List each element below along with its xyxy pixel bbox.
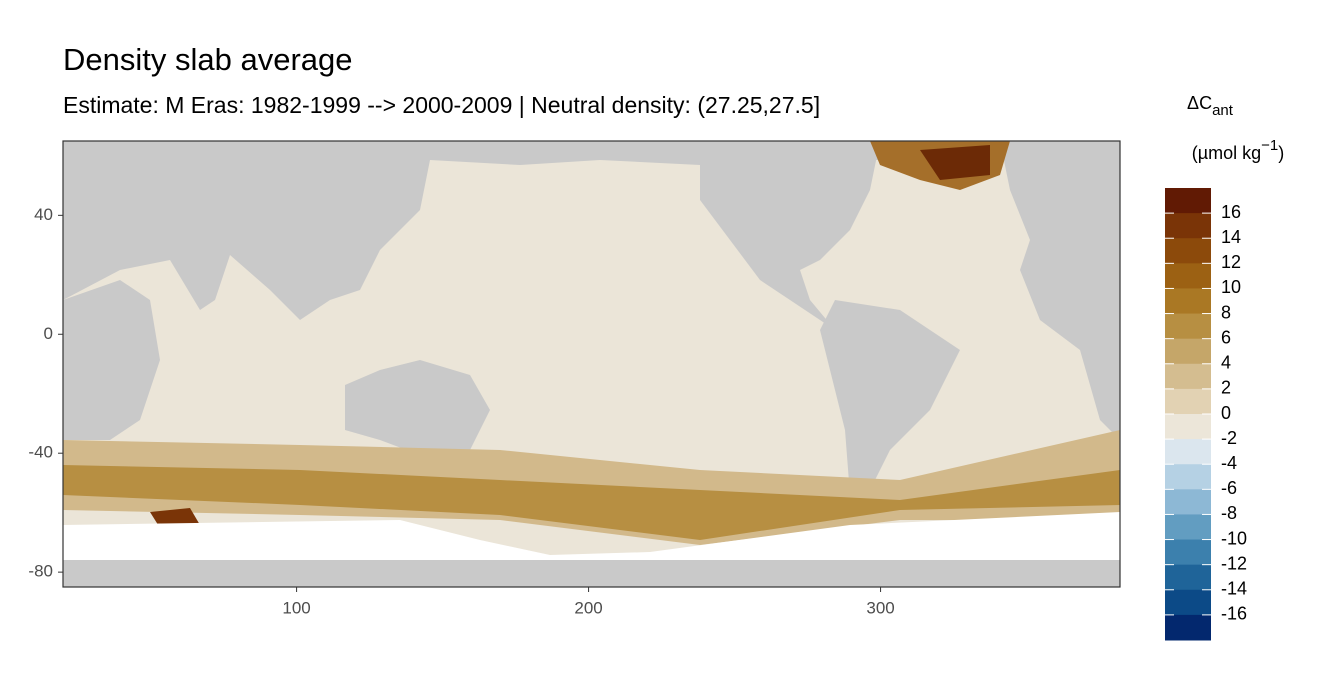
legend-swatch (1165, 589, 1211, 616)
land (63, 141, 700, 320)
legend-unit: (µmol kg−1) (1192, 137, 1285, 163)
legend-swatch (1165, 238, 1211, 264)
x-tick-label: 300 (866, 598, 894, 617)
legend-swatch (1165, 313, 1211, 340)
legend-label: -14 (1221, 579, 1247, 599)
panel (62, 140, 1121, 588)
x-tick-label: 200 (574, 598, 602, 617)
legend-label: -4 (1221, 453, 1237, 473)
x-tick-label: 100 (282, 598, 310, 617)
chart-title: Density slab average (63, 42, 353, 77)
legend-title: ΔCant (1187, 93, 1234, 119)
legend-label: 8 (1221, 302, 1231, 322)
legend-title-main: ΔC (1187, 93, 1212, 113)
legend-unit-main: (µmol kg (1192, 143, 1261, 163)
legend-swatch (1165, 614, 1211, 641)
legend-label: -16 (1221, 604, 1247, 624)
legend-swatch (1165, 388, 1211, 415)
legend-label: -12 (1221, 553, 1247, 573)
legend-swatch (1165, 464, 1211, 490)
legend-label: -10 (1221, 528, 1247, 548)
land (820, 300, 960, 500)
panel-border (62, 140, 1121, 588)
legend-swatch (1165, 188, 1211, 214)
legend-label: -2 (1221, 428, 1237, 448)
legend-label: 16 (1221, 202, 1241, 222)
y-tick-label: -40 (28, 443, 53, 462)
legend-label: 10 (1221, 277, 1241, 297)
legend-swatch (1165, 288, 1211, 315)
raster-patch (150, 508, 200, 528)
y-tick-label: 40 (34, 205, 53, 224)
legend-swatch (1165, 439, 1211, 465)
y-tick-label: 0 (44, 324, 53, 343)
legend-swatch (1165, 514, 1211, 541)
legend-unit-close: ) (1278, 143, 1284, 163)
land (1000, 141, 1120, 440)
legend-swatch (1165, 263, 1211, 289)
legend-label: 4 (1221, 353, 1231, 373)
raster-patch (920, 145, 990, 180)
legend-label: 14 (1221, 227, 1241, 247)
legend-label: 6 (1221, 327, 1231, 347)
legend-label: 2 (1221, 378, 1231, 398)
legend-label: 0 (1221, 403, 1231, 423)
legend-title-sub: ant (1212, 102, 1234, 119)
legend-label: 12 (1221, 252, 1241, 272)
legend-swatch (1165, 539, 1211, 566)
legend-label: -8 (1221, 503, 1237, 523)
legend-swatch (1165, 363, 1211, 390)
legend-swatch (1165, 414, 1211, 440)
raster-patch (63, 465, 1120, 540)
chart-subtitle: Estimate: M Eras: 1982-1999 --> 2000-200… (63, 92, 820, 118)
legend-swatch (1165, 338, 1211, 365)
land (63, 280, 160, 440)
land (700, 141, 880, 330)
y-tick-label: -80 (28, 562, 53, 581)
land (345, 360, 490, 455)
legend-swatch (1165, 213, 1211, 239)
legend-swatch (1165, 489, 1211, 515)
legend-swatch (1165, 564, 1211, 591)
legend-label: -6 (1221, 478, 1237, 498)
land (63, 560, 1120, 587)
legend-unit-sup: −1 (1261, 137, 1278, 154)
